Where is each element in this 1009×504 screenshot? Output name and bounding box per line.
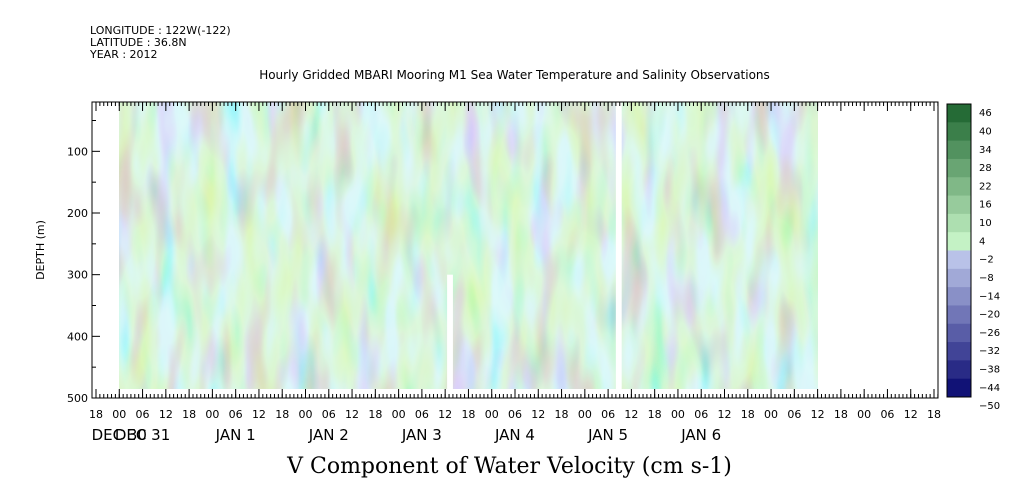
x-hour-label: 12 [531, 408, 545, 421]
x-hour-label: 12 [624, 408, 638, 421]
colorbar-segment [947, 140, 971, 160]
y-tick-label: 500 [67, 392, 88, 405]
colorbar-frame [946, 103, 972, 398]
missing-data-gap [447, 274, 453, 390]
x-hour-label: 12 [904, 408, 918, 421]
x-hour-label: 18 [927, 408, 941, 421]
colorbar-label: −14 [979, 291, 1000, 302]
x-date-label: JAN 3 [401, 426, 442, 444]
x-hour-label: 06 [601, 408, 615, 421]
colorbar-segment [947, 287, 971, 306]
y-tick-label: 400 [67, 330, 88, 343]
x-hour-label: 12 [718, 408, 732, 421]
colorbar-segment [947, 268, 971, 288]
y-axis-label: DEPTH (m) [34, 220, 47, 280]
x-hour-label: 06 [508, 408, 522, 421]
colorbar-segment [947, 360, 971, 380]
colorbar-label: −32 [979, 346, 1000, 357]
colorbar-segment [947, 305, 971, 325]
x-date-label: JAN 1 [215, 426, 256, 444]
x-date-label: JAN 5 [587, 426, 628, 444]
data-field [119, 102, 818, 389]
colorbar-label: 46 [979, 108, 992, 119]
colorbar: 46 40 34 28 22 16 10 4 −2 −8 −14 −20 −26 −32 −38 −44 −50 [946, 103, 1000, 412]
colorbar-label: −2 [979, 255, 994, 266]
colorbar-segment [947, 323, 971, 343]
latitude-label: LATITUDE : 36.8N [90, 36, 187, 49]
x-hour-label: 12 [345, 408, 359, 421]
colorbar-label: 10 [979, 218, 992, 229]
colorbar-label: −8 [979, 273, 994, 284]
x-hour-label: 18 [741, 408, 755, 421]
colorbar-label: −44 [979, 383, 1000, 394]
colorbar-segment [947, 158, 971, 178]
missing-data-gap [615, 102, 622, 390]
x-date-label: JAN 6 [680, 426, 721, 444]
x-hour-label: 06 [322, 408, 336, 421]
x-hour-label: 06 [229, 408, 243, 421]
x-hour-label: 18 [648, 408, 662, 421]
x-axis-label: V Component of Water Velocity (cm s-1) [287, 454, 732, 479]
x-hour-label: 18 [275, 408, 289, 421]
colorbar-segment [947, 250, 971, 270]
x-hour-label: 12 [811, 408, 825, 421]
x-hour-label: 12 [438, 408, 452, 421]
x-date-label: JAN 2 [308, 426, 349, 444]
colorbar-label: −26 [979, 328, 1000, 339]
y-tick-label: 200 [67, 207, 88, 220]
x-hour-label: 12 [252, 408, 266, 421]
x-hour-label: 00 [578, 408, 592, 421]
x-date-label: DEC 31 [115, 426, 170, 444]
colorbar-label: 22 [979, 181, 992, 192]
x-hour-label: 18 [834, 408, 848, 421]
x-date-label: DEC 30 [92, 426, 147, 444]
x-hour-label: 00 [392, 408, 406, 421]
year-label: YEAR : 2012 [90, 48, 158, 61]
colorbar-label: 16 [979, 200, 992, 211]
x-hour-label: 18 [368, 408, 382, 421]
x-hour-label: 06 [415, 408, 429, 421]
x-date-label: JAN 4 [494, 426, 535, 444]
x-hour-label: 00 [857, 408, 871, 421]
chart-title: Hourly Gridded MBARI Mooring M1 Sea Wate… [259, 68, 770, 82]
x-hour-label: 06 [880, 408, 894, 421]
colorbar-label: 4 [979, 236, 985, 247]
plot-area [119, 102, 818, 390]
colorbar-segment [947, 378, 971, 398]
x-hour-label: 00 [764, 408, 778, 421]
x-hour-label: 00 [299, 408, 313, 421]
x-hour-label: 00 [205, 408, 219, 421]
colorbar-segment [947, 232, 971, 251]
axes: 100 200 300 400 500 DEPTH (m) 18 00 06 12 18 00 06 12… [34, 101, 941, 444]
x-hour-label: 18 [89, 408, 103, 421]
x-hour-label: 18 [182, 408, 196, 421]
x-hour-label: 06 [787, 408, 801, 421]
x-hour-label: 18 [461, 408, 475, 421]
colorbar-label: −38 [979, 365, 1000, 376]
colorbar-label: 28 [979, 163, 992, 174]
x-hour-label: 06 [694, 408, 708, 421]
x-hour-label: 06 [136, 408, 150, 421]
x-hour-label: 12 [159, 408, 173, 421]
x-hour-label: 00 [485, 408, 499, 421]
colorbar-segment [947, 104, 971, 123]
colorbar-label: 34 [979, 145, 992, 156]
y-tick-label: 100 [67, 145, 88, 158]
longitude-label: LONGITUDE : 122W(-122) [90, 24, 231, 37]
colorbar-label: −20 [979, 310, 1000, 321]
colorbar-label: −50 [979, 401, 1000, 412]
colorbar-label: 40 [979, 126, 992, 137]
colorbar-segment [947, 342, 971, 361]
colorbar-segment [947, 177, 971, 197]
colorbar-segment [947, 122, 971, 142]
y-tick-label: 300 [67, 269, 88, 282]
colorbar-segment [947, 213, 971, 233]
colorbar-segment [947, 195, 971, 215]
x-hour-label: 18 [555, 408, 569, 421]
x-hour-label: 00 [671, 408, 685, 421]
x-hour-label: 00 [112, 408, 126, 421]
